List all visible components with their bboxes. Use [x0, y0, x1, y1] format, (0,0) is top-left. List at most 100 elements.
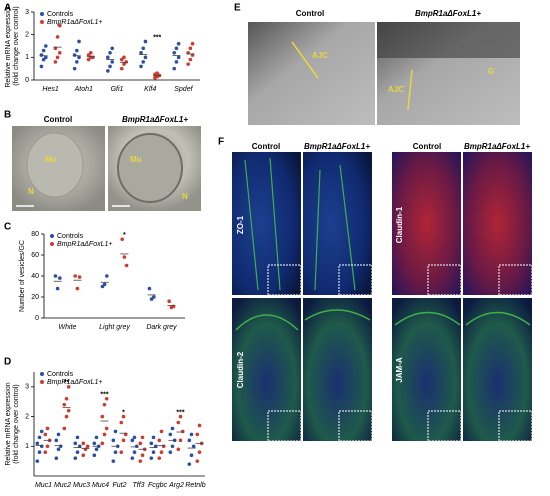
x-tick-label: Muc1	[35, 482, 52, 489]
data-point	[62, 402, 67, 407]
y-tick-label: 0	[35, 315, 39, 322]
data-point	[72, 53, 77, 57]
legend-label: Controls	[47, 371, 74, 378]
ajc-line	[407, 69, 413, 111]
panel-label: C	[4, 222, 11, 233]
fluorescence-image	[232, 298, 301, 441]
data-point	[106, 69, 110, 73]
image-header: BmpR1aΔFoxL1+	[122, 115, 188, 124]
legend-label: BmpR1aΔFoxL1+	[47, 379, 102, 386]
y-tick-label: 1	[25, 54, 29, 61]
data-point	[104, 426, 109, 431]
data-point	[140, 453, 145, 458]
legend-label: Controls	[47, 11, 74, 18]
data-point	[141, 60, 146, 64]
data-point	[119, 57, 124, 62]
data-point	[110, 46, 115, 51]
data-point	[102, 282, 107, 287]
data-point	[56, 447, 61, 452]
legend-marker	[40, 380, 44, 384]
data-point	[88, 51, 93, 55]
x-tick-label: White	[59, 324, 77, 331]
data-point	[94, 435, 99, 440]
data-point	[53, 60, 58, 64]
data-point	[151, 435, 156, 440]
data-point	[92, 453, 97, 458]
panel-label: E	[234, 3, 241, 14]
data-point	[124, 60, 128, 64]
data-point	[85, 444, 90, 449]
data-point	[41, 48, 46, 53]
data-point	[102, 402, 107, 407]
image-mark: G	[488, 67, 494, 76]
data-point	[58, 276, 62, 280]
significance: ***	[176, 409, 184, 416]
data-point	[62, 426, 67, 431]
data-point	[111, 459, 116, 463]
y-tick-label: 20	[31, 294, 39, 301]
data-point	[44, 55, 48, 60]
ajc-line	[291, 41, 319, 79]
image-header: BmpR1aΔFoxL1+	[464, 142, 530, 151]
staining	[235, 309, 531, 331]
row-label: Claudin-1	[395, 206, 404, 243]
data-point	[170, 426, 175, 431]
data-point	[197, 423, 202, 428]
data-point	[172, 66, 177, 71]
data-point	[104, 396, 109, 401]
data-point	[130, 438, 135, 443]
row-label: ZO-1	[236, 215, 245, 234]
data-point	[119, 450, 124, 455]
fluorescence-image	[232, 152, 301, 295]
data-point	[152, 295, 156, 299]
image-mark: N	[182, 192, 188, 201]
data-point	[92, 441, 97, 446]
data-point	[66, 385, 71, 389]
x-tick-label: Spdef	[174, 86, 193, 93]
data-point	[189, 453, 194, 458]
data-point	[176, 420, 181, 425]
data-point	[108, 51, 112, 55]
data-point	[94, 447, 99, 452]
x-tick-label: Light grey	[99, 324, 130, 331]
data-point	[111, 438, 116, 443]
data-point	[176, 55, 181, 60]
data-point	[35, 441, 40, 446]
fluorescence-image	[303, 298, 372, 441]
x-tick-label: Fcgbc	[148, 482, 168, 489]
image-header: Control	[296, 9, 324, 18]
data-point	[155, 71, 159, 75]
data-point	[57, 23, 62, 28]
data-point	[39, 429, 44, 434]
data-point	[39, 53, 44, 57]
data-point	[43, 450, 48, 455]
data-point	[66, 408, 71, 413]
y-axis-label: Number of vesicles/GC	[19, 240, 26, 312]
inset	[267, 264, 302, 296]
x-tick-label: Dark grey	[146, 324, 177, 331]
legend-marker	[40, 12, 44, 16]
row-label: Claudin-2	[236, 351, 245, 388]
data-point	[191, 444, 196, 449]
significance: *	[122, 409, 125, 416]
panel-label: D	[4, 357, 11, 368]
data-point	[143, 39, 148, 44]
data-point	[195, 432, 200, 437]
legend-marker	[50, 242, 54, 246]
legend-label: BmpR1aΔFoxL1+	[47, 19, 102, 26]
legend-marker	[50, 234, 54, 238]
y-tick-label: 3	[25, 384, 29, 391]
data-point	[55, 286, 60, 291]
microvilli	[377, 22, 520, 58]
fluorescence-image	[463, 298, 532, 441]
data-point	[75, 450, 80, 455]
fluorescence-image	[303, 152, 372, 295]
data-point	[159, 450, 164, 455]
fluorescence-image	[463, 152, 532, 295]
data-point	[176, 41, 181, 46]
y-axis-label: Relative mRNA expression	[5, 4, 12, 87]
data-point	[73, 274, 77, 278]
image-mark: Mu	[45, 155, 57, 164]
panel-label: B	[4, 110, 11, 121]
